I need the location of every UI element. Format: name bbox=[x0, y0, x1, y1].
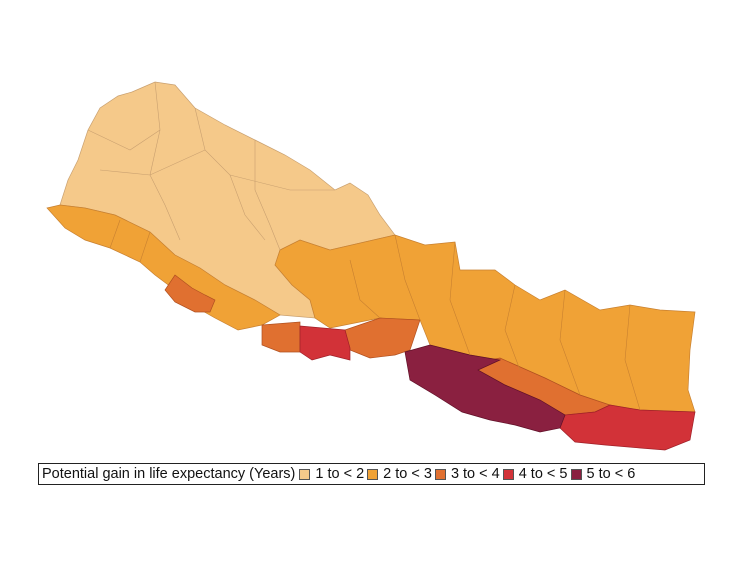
legend-item-2: 2 to < 3 bbox=[367, 466, 432, 482]
region-maroon-central-terai bbox=[404, 344, 566, 433]
legend-label-1: 1 to < 2 bbox=[315, 466, 365, 482]
region-orange-central-east bbox=[274, 234, 696, 413]
legend-swatch-3 bbox=[434, 468, 446, 480]
legend-swatch-4 bbox=[502, 468, 514, 480]
legend-label-2: 2 to < 3 bbox=[383, 466, 432, 482]
legend-swatch-2 bbox=[367, 468, 379, 480]
legend-swatch-1 bbox=[299, 468, 311, 480]
legend-item-5: 5 to < 6 bbox=[570, 466, 636, 482]
region-darkorange-central bbox=[344, 317, 421, 359]
region-red-east bbox=[559, 404, 696, 451]
nepal-map bbox=[46, 81, 696, 451]
district-borders bbox=[87, 81, 335, 251]
legend-label-4: 4 to < 5 bbox=[518, 466, 568, 482]
legend-label-3: 3 to < 4 bbox=[450, 466, 500, 482]
legend-title: Potential gain in life expectancy (Years… bbox=[42, 466, 296, 482]
map-legend: Potential gain in life expectancy (Years… bbox=[38, 463, 705, 485]
legend-item-1: 1 to < 2 bbox=[299, 466, 364, 482]
legend-item-4: 4 to < 5 bbox=[502, 466, 568, 482]
region-darkorange-lumbini bbox=[261, 321, 301, 353]
legend-label-5: 5 to < 6 bbox=[586, 466, 636, 482]
legend-item-3: 3 to < 4 bbox=[434, 466, 500, 482]
legend-swatch-5 bbox=[570, 468, 582, 480]
region-darkorange-west bbox=[164, 274, 216, 313]
region-red-lumbini bbox=[299, 325, 351, 361]
